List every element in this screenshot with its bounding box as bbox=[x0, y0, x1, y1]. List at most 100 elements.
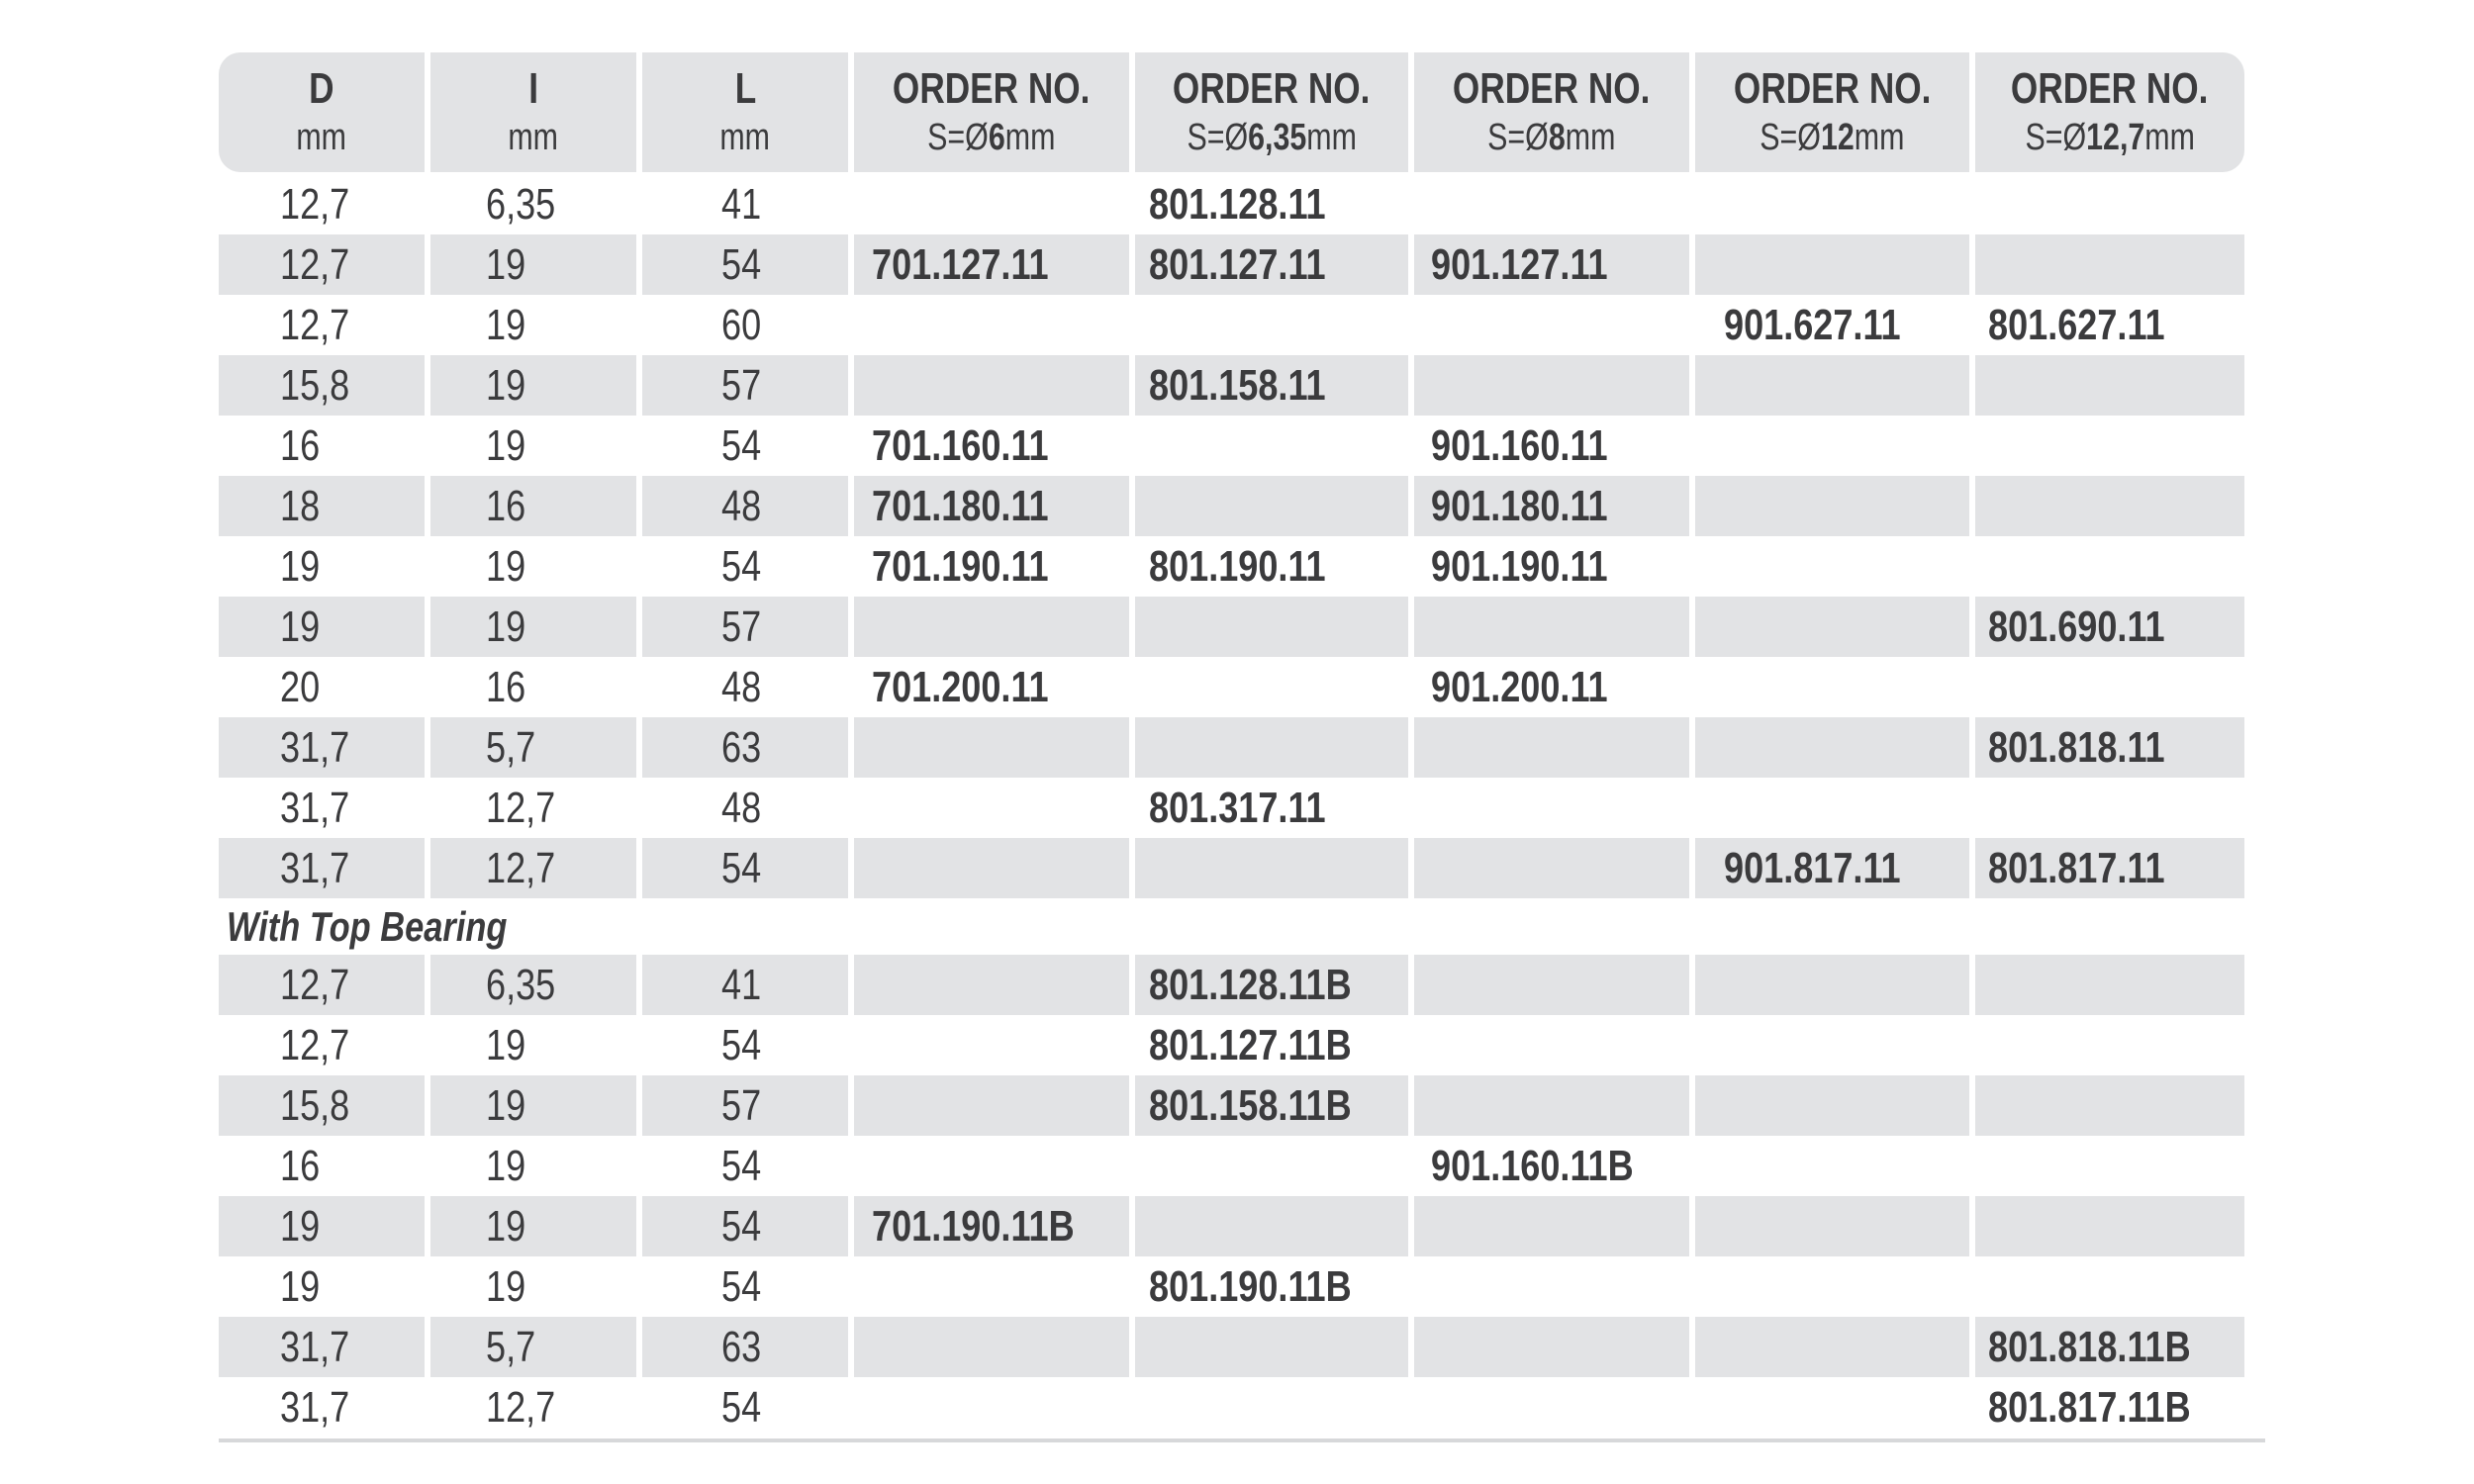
cell-i: 19 bbox=[430, 234, 636, 295]
cell-d: 12,7 bbox=[219, 234, 425, 295]
cell-l: 54 bbox=[642, 536, 848, 597]
dimension-value: 48 bbox=[721, 481, 762, 530]
dimension-value: 41 bbox=[721, 179, 762, 229]
table-row: 15,8 19 57 801.158.11 bbox=[219, 355, 2250, 416]
dimension-value: 16 bbox=[280, 420, 321, 470]
dimension-value: 54 bbox=[721, 1382, 762, 1432]
dimension-value: 19 bbox=[486, 1020, 526, 1069]
header-unit: S=Ø6,35mm bbox=[1187, 114, 1357, 161]
unit-pre: mm bbox=[719, 116, 771, 158]
cell-l: 57 bbox=[642, 1075, 848, 1136]
cell-order-8: 901.160.11B bbox=[1414, 1136, 1689, 1196]
cell-order-12 bbox=[1695, 1015, 1969, 1075]
dimension-value: 41 bbox=[721, 960, 762, 1009]
dimension-value: 18 bbox=[280, 481, 321, 530]
cell-order-12 bbox=[1695, 1256, 1969, 1317]
cell-d: 31,7 bbox=[219, 778, 425, 838]
dimension-value: 31,7 bbox=[280, 1322, 350, 1371]
cell-order-6: 701.200.11 bbox=[854, 657, 1129, 717]
cell-order-12 bbox=[1695, 355, 1969, 416]
cell-l: 54 bbox=[642, 416, 848, 476]
dimension-value: 31,7 bbox=[280, 1382, 350, 1432]
dimension-value: 54 bbox=[721, 1261, 762, 1311]
dimension-value: 31,7 bbox=[280, 843, 350, 892]
cell-order-12-7 bbox=[1975, 174, 2244, 234]
header-title: L bbox=[734, 63, 756, 113]
cell-order-8: 901.160.11 bbox=[1414, 416, 1689, 476]
dimension-value: 31,7 bbox=[280, 722, 350, 772]
dimension-value: 19 bbox=[486, 541, 526, 591]
cell-order-12 bbox=[1695, 1075, 1969, 1136]
cell-order-6 bbox=[854, 1317, 1129, 1377]
cell-order-8 bbox=[1414, 1256, 1689, 1317]
dimension-value: 48 bbox=[721, 662, 762, 711]
cell-order-6-35 bbox=[1135, 838, 1408, 898]
dimension-value: 5,7 bbox=[486, 1322, 536, 1371]
cell-l: 63 bbox=[642, 1317, 848, 1377]
dimension-value: 63 bbox=[721, 1322, 762, 1371]
cell-d: 15,8 bbox=[219, 355, 425, 416]
dimension-value: 54 bbox=[721, 843, 762, 892]
dimension-value: 54 bbox=[721, 420, 762, 470]
cell-order-8 bbox=[1414, 778, 1689, 838]
cell-d: 31,7 bbox=[219, 1377, 425, 1438]
cell-order-8: 901.127.11 bbox=[1414, 234, 1689, 295]
cell-order-12-7 bbox=[1975, 1256, 2244, 1317]
cell-i: 19 bbox=[430, 1256, 636, 1317]
cell-order-12-7 bbox=[1975, 1075, 2244, 1136]
cell-order-6: 701.190.11 bbox=[854, 536, 1129, 597]
order-number: 901.627.11 bbox=[1724, 300, 1901, 349]
order-number: 901.200.11 bbox=[1431, 662, 1608, 711]
cell-l: 41 bbox=[642, 174, 848, 234]
cell-order-8 bbox=[1414, 955, 1689, 1015]
order-number: 801.158.11B bbox=[1149, 1080, 1352, 1130]
cell-order-12-7: 801.817.11 bbox=[1975, 838, 2244, 898]
cell-order-12-7 bbox=[1975, 234, 2244, 295]
dimension-value: 19 bbox=[486, 1141, 526, 1190]
order-number: 801.190.11B bbox=[1149, 1261, 1352, 1311]
header-unit: mm bbox=[297, 114, 347, 161]
header-d: D mm bbox=[219, 52, 425, 172]
cell-i: 12,7 bbox=[430, 778, 636, 838]
cell-l: 48 bbox=[642, 476, 848, 536]
cell-i: 19 bbox=[430, 1075, 636, 1136]
order-number: 901.180.11 bbox=[1431, 481, 1608, 530]
cell-d: 19 bbox=[219, 1196, 425, 1256]
header-unit: mm bbox=[509, 114, 559, 161]
cell-l: 60 bbox=[642, 295, 848, 355]
cell-i: 16 bbox=[430, 657, 636, 717]
table-row: 16 19 54 901.160.11B bbox=[219, 1136, 2250, 1196]
unit-value: 6 bbox=[989, 116, 1005, 158]
header-title: ORDER NO. bbox=[2011, 63, 2209, 113]
table-row: 19 19 54 701.190.11B bbox=[219, 1196, 2250, 1256]
cell-order-6-35: 801.158.11B bbox=[1135, 1075, 1408, 1136]
cell-order-6-35 bbox=[1135, 1136, 1408, 1196]
cell-d: 15,8 bbox=[219, 1075, 425, 1136]
cell-i: 19 bbox=[430, 597, 636, 657]
dimension-value: 54 bbox=[721, 239, 762, 289]
cell-order-12-7 bbox=[1975, 778, 2244, 838]
order-number: 801.190.11 bbox=[1149, 541, 1326, 591]
table-row: 20 16 48 701.200.11 901.200.11 bbox=[219, 657, 2250, 717]
dimension-value: 19 bbox=[486, 602, 526, 651]
cell-order-12-7 bbox=[1975, 416, 2244, 476]
table-row: 31,7 12,7 54 901.817.11 801.817.11 bbox=[219, 838, 2250, 898]
header-order-12-7: ORDER NO. S=Ø12,7mm bbox=[1975, 52, 2244, 172]
cell-order-6-35 bbox=[1135, 1377, 1408, 1438]
dimension-value: 6,35 bbox=[486, 960, 556, 1009]
cell-order-12-7 bbox=[1975, 536, 2244, 597]
cell-l: 57 bbox=[642, 355, 848, 416]
cell-i: 6,35 bbox=[430, 955, 636, 1015]
table-row: 19 19 57 801.690.11 bbox=[219, 597, 2250, 657]
header-unit: S=Ø6mm bbox=[927, 114, 1055, 161]
order-number: 801.127.11 bbox=[1149, 239, 1326, 289]
table-row: 12,7 19 60 901.627.11 801.627.11 bbox=[219, 295, 2250, 355]
dimension-value: 6,35 bbox=[486, 179, 556, 229]
dimension-value: 19 bbox=[486, 420, 526, 470]
dimension-value: 19 bbox=[280, 1201, 321, 1251]
dimension-value: 19 bbox=[280, 602, 321, 651]
cell-order-6 bbox=[854, 778, 1129, 838]
cell-order-6: 701.160.11 bbox=[854, 416, 1129, 476]
order-number: 801.127.11B bbox=[1149, 1020, 1352, 1069]
header-title: ORDER NO. bbox=[1173, 63, 1371, 113]
